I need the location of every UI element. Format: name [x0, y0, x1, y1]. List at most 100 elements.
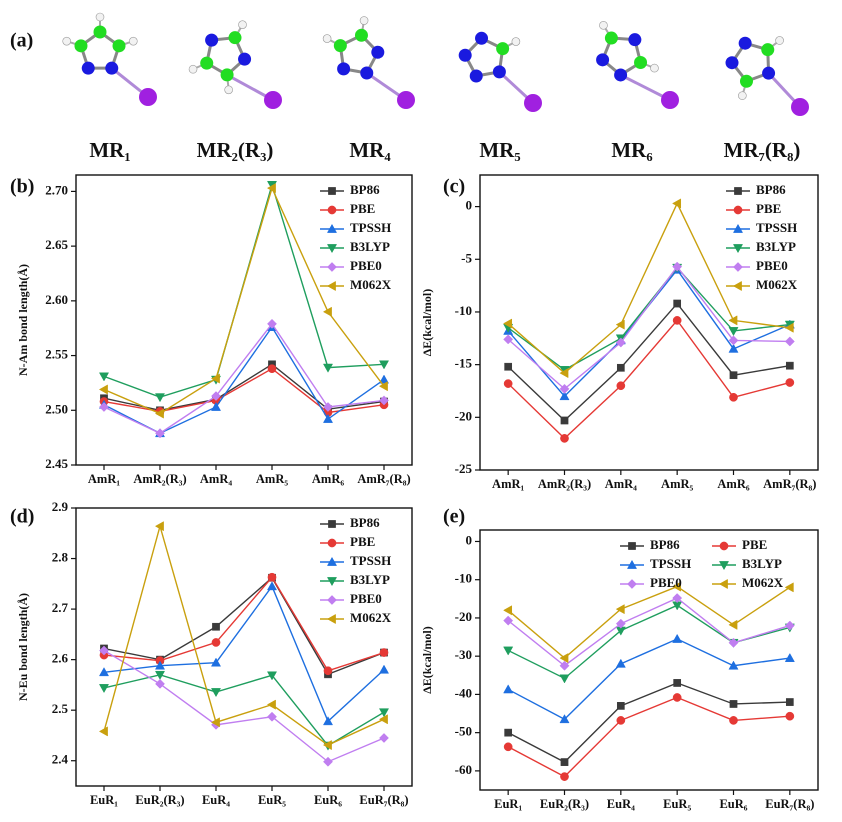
y-tick-label: -5: [461, 250, 472, 265]
legend-label: PBE0: [756, 258, 788, 273]
atom-h: [128, 36, 138, 46]
y-tick-label: 2.9: [52, 499, 69, 514]
atom: [360, 66, 374, 80]
atom-metal: [139, 88, 157, 106]
marker: [728, 315, 738, 326]
marker: [210, 373, 220, 384]
x-tick-label: EuR₆: [314, 793, 342, 807]
panel-label: (e): [443, 506, 465, 528]
series-line: [103, 325, 385, 435]
marker: [154, 393, 166, 403]
atom-h: [238, 20, 247, 29]
legend-label: TPSSH: [650, 556, 691, 571]
legend-marker: [732, 244, 744, 254]
atom: [458, 48, 472, 62]
marker: [210, 657, 222, 667]
marker: [784, 652, 795, 662]
atom-metal: [264, 91, 282, 109]
marker: [672, 261, 683, 272]
legend-label: BP86: [650, 537, 680, 552]
series-line: [103, 576, 385, 672]
marker: [729, 371, 738, 380]
atom-metal: [524, 94, 542, 112]
legend-label: PBE: [350, 201, 375, 216]
legend-marker: [734, 187, 742, 195]
marker: [615, 604, 625, 615]
molecule-label: MR₂(R₃): [197, 138, 274, 162]
legend-marker: [326, 577, 338, 587]
marker: [98, 667, 110, 677]
marker: [378, 714, 388, 725]
legend-label: M062X: [756, 277, 798, 292]
legend-marker: [626, 559, 638, 569]
marker: [785, 361, 794, 370]
atom-metal: [397, 91, 415, 109]
plot-frame: [75, 507, 413, 787]
x-tick-label: AmR₆: [312, 472, 344, 486]
atom: [761, 43, 775, 57]
series-line: [507, 682, 790, 763]
marker: [729, 700, 738, 708]
x-tick-label: EuR₅: [663, 797, 691, 811]
y-tick-label: 2.55: [45, 347, 68, 362]
marker: [559, 714, 570, 724]
x-tick-label: AmR₄: [200, 472, 232, 486]
atom-metal: [661, 91, 679, 109]
molecule-label: MR₅: [479, 138, 520, 162]
marker: [729, 716, 738, 725]
atom: [475, 31, 489, 45]
marker: [379, 395, 389, 406]
y-axis-label: ΔE(kcal/mol): [420, 626, 434, 694]
y-tick-label: -20: [455, 609, 472, 624]
marker: [728, 660, 739, 670]
panel-label: (b): [10, 176, 34, 198]
legend-marker: [732, 280, 742, 292]
legend-marker: [327, 538, 337, 548]
atom: [337, 62, 351, 76]
panel-label: (c): [443, 176, 465, 198]
legend-marker: [733, 262, 743, 272]
marker: [322, 716, 334, 726]
legend-label: TPSSH: [756, 220, 797, 235]
series-line: [507, 638, 790, 721]
x-tick-label: AmR₂(R₃): [133, 472, 186, 486]
atom: [228, 31, 242, 45]
marker: [504, 362, 513, 371]
marker: [378, 381, 388, 392]
marker: [266, 581, 278, 591]
marker: [154, 521, 164, 532]
atom-h: [599, 21, 608, 30]
marker: [155, 428, 165, 439]
y-axis-label: N-Am bond length(Å): [16, 264, 30, 376]
y-tick-label: 2.60: [45, 292, 68, 307]
x-tick-label: EuR₁: [494, 797, 522, 811]
bond: [619, 73, 671, 102]
marker: [323, 402, 333, 412]
series-line: [103, 523, 385, 746]
legend-marker: [718, 561, 730, 571]
legend-marker: [733, 205, 743, 215]
plot-frame: [479, 529, 819, 791]
x-tick-label: EuR₄: [202, 793, 230, 807]
legend-marker: [327, 262, 337, 272]
legend-marker: [328, 187, 336, 195]
marker: [784, 582, 794, 593]
marker: [266, 699, 276, 710]
marker: [503, 605, 513, 616]
atom: [354, 28, 368, 42]
marker: [322, 413, 334, 423]
marker: [98, 372, 110, 382]
legend-marker: [327, 205, 337, 215]
series-line: [507, 585, 791, 660]
legend-label: TPSSH: [350, 553, 391, 568]
y-tick-label: 2.8: [52, 550, 69, 565]
marker: [155, 678, 165, 689]
marker: [267, 572, 277, 582]
molecule-label: MR₆: [611, 138, 652, 162]
y-axis-label: ΔE(kcal/mol): [420, 289, 434, 357]
marker: [379, 648, 389, 657]
atom: [220, 68, 234, 82]
marker: [785, 698, 794, 706]
marker: [672, 198, 682, 209]
